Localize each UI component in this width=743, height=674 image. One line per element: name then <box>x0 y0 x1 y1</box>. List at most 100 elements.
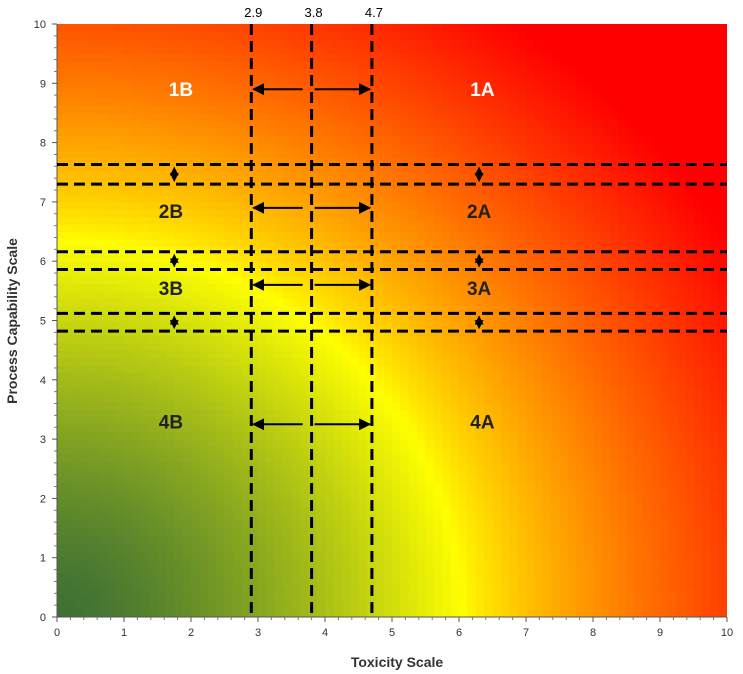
heatmap-cell <box>258 61 267 70</box>
heatmap-cell <box>224 83 234 92</box>
heatmap-cell <box>375 46 385 55</box>
heatmap-cell <box>459 387 468 396</box>
heatmap-cell <box>383 416 393 425</box>
heatmap-cell <box>291 587 301 596</box>
heatmap-cell <box>199 253 209 262</box>
heatmap-cell <box>207 231 217 240</box>
heatmap-cell <box>500 209 510 218</box>
heatmap-cell <box>241 342 251 351</box>
heatmap-cell <box>484 276 494 285</box>
heatmap-cell <box>366 135 376 144</box>
heatmap-cell <box>459 90 468 99</box>
heatmap-cell <box>492 172 502 181</box>
heatmap-cell <box>98 453 108 462</box>
heatmap-cell <box>425 379 435 388</box>
heatmap-cell <box>216 105 226 114</box>
heatmap-cell <box>140 513 150 522</box>
heatmap-cell <box>283 201 293 210</box>
heatmap-cell <box>57 594 66 603</box>
heatmap-cell <box>425 135 435 144</box>
heatmap-cell <box>341 379 351 388</box>
heatmap-cell <box>325 127 334 136</box>
heatmap-cell <box>517 453 527 462</box>
heatmap-cell <box>467 313 477 322</box>
heatmap-cell <box>375 253 385 262</box>
heatmap-cell <box>165 424 175 433</box>
heatmap-cell <box>567 268 577 277</box>
heatmap-cell <box>542 372 552 381</box>
heatmap-cell <box>132 276 142 285</box>
heatmap-cell <box>425 120 435 129</box>
heatmap-cell <box>258 394 267 403</box>
heatmap-cell <box>57 53 66 62</box>
heatmap-cell <box>475 409 485 418</box>
heatmap-cell <box>417 216 427 225</box>
heatmap-cell <box>57 409 66 418</box>
heatmap-cell <box>383 98 393 107</box>
heatmap-cell <box>442 246 452 255</box>
heatmap-cell <box>433 120 443 129</box>
heatmap-cell <box>73 253 83 262</box>
heatmap-cell <box>199 172 209 181</box>
heatmap-cell <box>442 283 452 292</box>
heatmap-cell <box>207 364 217 373</box>
heatmap-cell <box>157 276 167 285</box>
heatmap-cell <box>299 528 309 537</box>
heatmap-cell <box>383 468 393 477</box>
heatmap-cell <box>308 53 318 62</box>
heatmap-cell <box>534 387 544 396</box>
heatmap-cell <box>132 431 142 440</box>
heatmap-cell <box>316 320 326 329</box>
heatmap-cell <box>291 594 301 603</box>
heatmap-cell <box>526 31 535 40</box>
heatmap-cell <box>333 157 343 166</box>
heatmap-cell <box>316 490 326 499</box>
heatmap-cell <box>199 387 209 396</box>
heatmap-cell <box>358 187 368 196</box>
heatmap-cell <box>165 46 175 55</box>
heatmap-cell <box>509 24 519 33</box>
heatmap-cell <box>132 439 142 448</box>
heatmap-cell <box>182 335 192 344</box>
heatmap-cell <box>534 439 544 448</box>
heatmap-cell <box>417 68 427 77</box>
heatmap-cell <box>149 416 159 425</box>
heatmap-cell <box>140 468 150 477</box>
heatmap-cell <box>258 261 267 270</box>
heatmap-cell <box>174 201 184 210</box>
heatmap-cell <box>224 216 234 225</box>
heatmap-cell <box>341 439 351 448</box>
heatmap-cell <box>567 90 577 99</box>
heatmap-cell <box>132 216 142 225</box>
heatmap-cell <box>500 261 510 270</box>
heatmap-cell <box>333 557 343 566</box>
heatmap-cell <box>124 439 133 448</box>
heatmap-cell <box>517 135 527 144</box>
heatmap-cell <box>73 276 83 285</box>
heatmap-cell <box>484 579 494 588</box>
heatmap-cell <box>542 75 552 84</box>
heatmap-cell <box>408 105 418 114</box>
heatmap-cell <box>107 172 117 181</box>
heatmap-cell <box>333 172 343 181</box>
heatmap-cell <box>375 439 385 448</box>
heatmap-cell <box>216 468 226 477</box>
heatmap-cell <box>299 320 309 329</box>
heatmap-cell <box>459 550 468 559</box>
heatmap-cell <box>316 372 326 381</box>
heatmap-cell <box>392 127 401 136</box>
heatmap-cell <box>65 157 75 166</box>
heatmap-cell <box>157 201 167 210</box>
heatmap-cell <box>576 609 586 617</box>
heatmap-cell <box>442 150 452 159</box>
heatmap-cell <box>149 520 159 529</box>
heatmap-cell <box>174 461 184 470</box>
heatmap-cell <box>291 187 301 196</box>
heatmap-cell <box>90 320 100 329</box>
heatmap-cell <box>534 468 544 477</box>
heatmap-cell <box>459 305 468 314</box>
heatmap-cell <box>82 179 92 188</box>
heatmap-cell <box>526 409 535 418</box>
heatmap-cell <box>299 431 309 440</box>
heatmap-cell <box>316 231 326 240</box>
